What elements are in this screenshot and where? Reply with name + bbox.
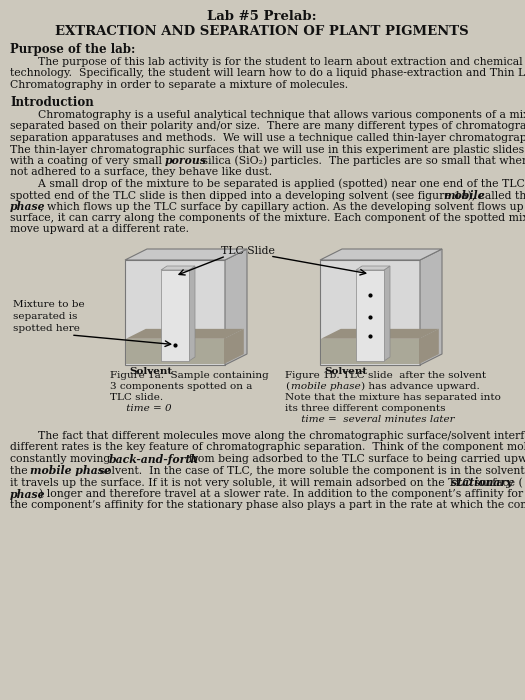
Text: spotted here: spotted here [13, 324, 80, 333]
Polygon shape [419, 329, 439, 364]
Polygon shape [320, 249, 442, 260]
Text: Chromatography in order to separate a mixture of molecules.: Chromatography in order to separate a mi… [10, 80, 348, 90]
Polygon shape [224, 329, 244, 364]
Text: the: the [10, 466, 31, 475]
Text: ) longer and therefore travel at a slower rate. In addition to the component’s a: ) longer and therefore travel at a slowe… [39, 489, 525, 499]
Polygon shape [320, 260, 420, 365]
Polygon shape [356, 266, 390, 270]
Text: Chromatography is a useful analytical technique that allows various components o: Chromatography is a useful analytical te… [10, 109, 525, 120]
Polygon shape [189, 266, 195, 361]
Text: Solvent: Solvent [129, 367, 172, 376]
Text: Note that the mixture has separated into: Note that the mixture has separated into [285, 393, 501, 402]
Polygon shape [420, 249, 442, 365]
Text: technology.  Specifically, the student will learn how to do a liquid phase-extra: technology. Specifically, the student wi… [10, 69, 525, 78]
Text: the component’s affinity for the stationary phase also plays a part in the rate : the component’s affinity for the station… [10, 500, 525, 510]
Text: 3 components spotted on a: 3 components spotted on a [110, 382, 253, 391]
Text: EXTRACTION AND SEPARATION OF PLANT PIGMENTS: EXTRACTION AND SEPARATION OF PLANT PIGME… [55, 25, 469, 38]
Text: Figure 1a.  Sample containing: Figure 1a. Sample containing [110, 371, 269, 380]
Polygon shape [356, 270, 384, 361]
Text: move upward at a different rate.: move upward at a different rate. [10, 225, 189, 235]
Text: time =  several minutes later: time = several minutes later [285, 415, 455, 424]
Polygon shape [321, 329, 439, 339]
Text: with a coating of very small: with a coating of very small [10, 155, 165, 165]
Text: (: ( [285, 382, 289, 391]
Polygon shape [126, 329, 244, 339]
Text: mobile: mobile [443, 190, 485, 201]
Text: stationary: stationary [451, 477, 512, 488]
Text: The purpose of this lab activity is for the student to learn about extraction an: The purpose of this lab activity is for … [10, 57, 525, 67]
Text: TLC Slide: TLC Slide [221, 246, 275, 256]
Text: different rates is the key feature of chromatographic separation.  Think of the : different rates is the key feature of ch… [10, 442, 525, 452]
Text: separated based on their polarity and/or size.  There are many different types o: separated based on their polarity and/or… [10, 121, 525, 131]
Text: separation apparatuses and methods.  We will use a technique called thin-layer c: separation apparatuses and methods. We w… [10, 132, 525, 143]
Text: silica (SiO₂) particles.  The particles are so small that when they are: silica (SiO₂) particles. The particles a… [199, 155, 525, 166]
Text: Purpose of the lab:: Purpose of the lab: [10, 43, 135, 56]
Text: , which flows up the TLC surface by capillary action. As the developing solvent : , which flows up the TLC surface by capi… [40, 202, 525, 211]
Text: porous: porous [165, 155, 207, 167]
Polygon shape [321, 339, 419, 364]
Text: not adhered to a surface, they behave like dust.: not adhered to a surface, they behave li… [10, 167, 272, 177]
Text: Figure 1b. TLC slide  after the solvent: Figure 1b. TLC slide after the solvent [285, 371, 486, 380]
Text: Introduction: Introduction [10, 95, 94, 108]
Text: phase: phase [10, 202, 46, 213]
Text: its three different components: its three different components [285, 404, 446, 413]
Polygon shape [126, 339, 224, 364]
Text: mobile phase: mobile phase [30, 466, 111, 477]
Text: back-and-forth: back-and-forth [109, 454, 200, 465]
Text: Lab #5 Prelab:: Lab #5 Prelab: [207, 10, 317, 23]
Text: TLC slide.: TLC slide. [110, 393, 163, 402]
Text: ) has advance upward.: ) has advance upward. [361, 382, 480, 391]
Polygon shape [225, 249, 247, 365]
Text: constantly moving: constantly moving [10, 454, 114, 464]
Polygon shape [161, 266, 195, 270]
Text: Solvent: Solvent [324, 367, 367, 376]
Text: phase: phase [10, 489, 46, 500]
Text: A small drop of the mixture to be separated is applied (spotted) near one end of: A small drop of the mixture to be separa… [10, 178, 525, 189]
Text: mobile phase: mobile phase [291, 382, 361, 391]
Text: separated is: separated is [13, 312, 77, 321]
Text: Mixture to be: Mixture to be [13, 300, 85, 309]
Polygon shape [161, 270, 189, 361]
Text: The thin-layer chromatographic surfaces that we will use in this experiment are : The thin-layer chromatographic surfaces … [10, 144, 525, 155]
Text: surface, it can carry along the components of the mixture. Each component of the: surface, it can carry along the componen… [10, 213, 525, 223]
Polygon shape [384, 266, 390, 361]
Polygon shape [125, 249, 247, 260]
Text: it travels up the surface. If it is not very soluble, it will remain adsorbed on: it travels up the surface. If it is not … [10, 477, 523, 488]
Text: The fact that different molecules move along the chromatographic surface/solvent: The fact that different molecules move a… [10, 431, 525, 441]
Text: solvent.  In the case of TLC, the more soluble the component is in the solvent, : solvent. In the case of TLC, the more so… [96, 466, 525, 475]
Polygon shape [125, 260, 225, 365]
Text: time = 0: time = 0 [110, 404, 172, 413]
Text: spotted end of the TLC slide is then dipped into a developing solvent (see figur: spotted end of the TLC slide is then dip… [10, 190, 525, 201]
Text: from being adsorbed to the TLC surface to being carried upward with: from being adsorbed to the TLC surface t… [185, 454, 525, 464]
